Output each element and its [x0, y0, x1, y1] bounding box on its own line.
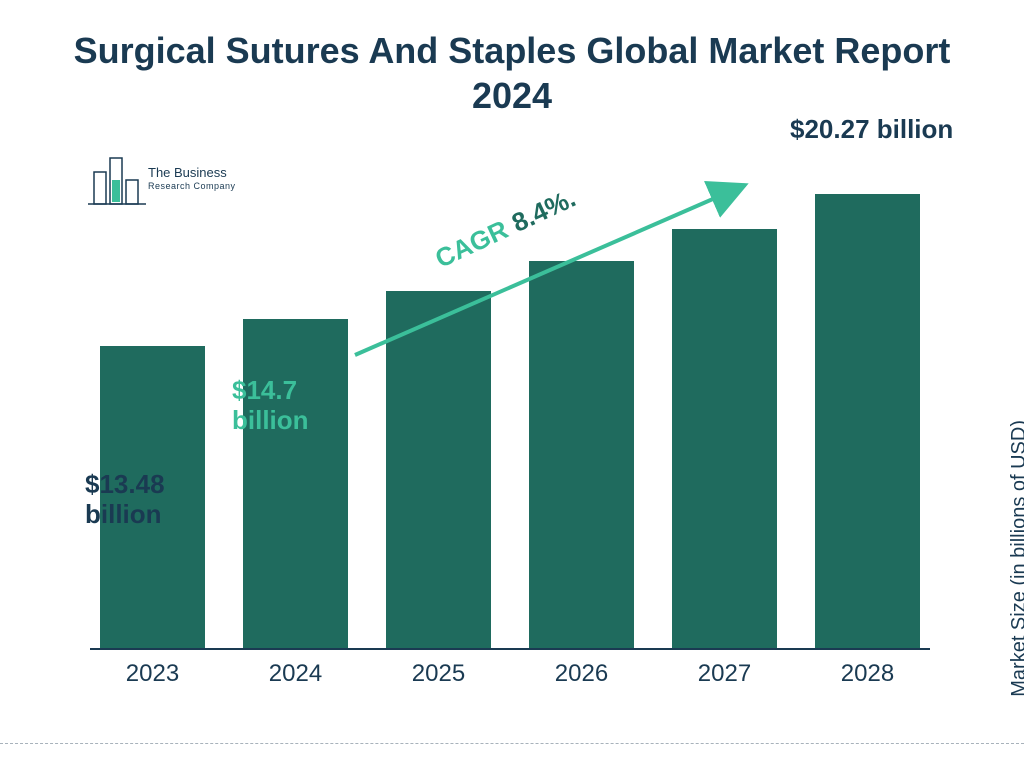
y-axis-label: Market Size (in billions of USD)	[1008, 420, 1024, 697]
bar-2025	[386, 291, 491, 648]
xlabel-2027: 2027	[672, 660, 777, 688]
value-label-2028: $20.27 billion	[790, 115, 980, 145]
xlabel-2025: 2025	[386, 660, 491, 688]
bar-2024	[243, 319, 348, 648]
x-axis-line	[90, 648, 930, 650]
bar-2027	[672, 229, 777, 648]
xlabel-2028: 2028	[815, 660, 920, 688]
xlabel-2023: 2023	[100, 660, 205, 688]
value-label-2023: $13.48 billion	[85, 470, 225, 530]
footer-divider	[0, 743, 1024, 744]
value-label-2024: $14.7 billion	[232, 376, 362, 436]
xlabel-2024: 2024	[243, 660, 348, 688]
bar-2026	[529, 261, 634, 648]
x-axis-labels: 2023 2024 2025 2026 2027 2028	[90, 654, 930, 690]
xlabel-2026: 2026	[529, 660, 634, 688]
bar-2028	[815, 194, 920, 648]
bars-container	[90, 178, 930, 648]
chart-title: Surgical Sutures And Staples Global Mark…	[0, 28, 1024, 118]
